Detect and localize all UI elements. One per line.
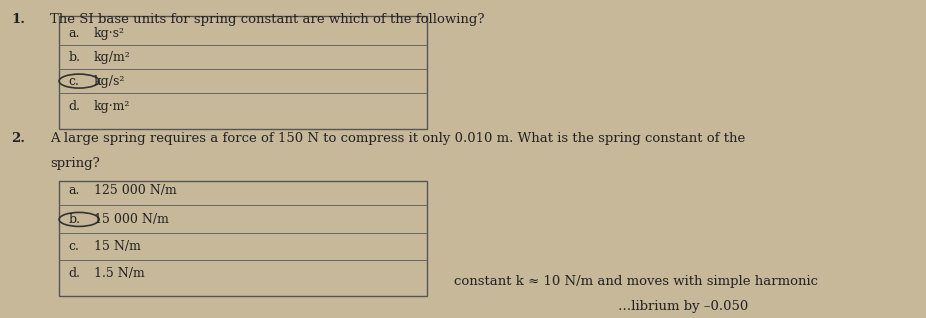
Text: c.: c. xyxy=(69,75,79,87)
Text: b.: b. xyxy=(69,51,81,64)
Text: kg·s²: kg·s² xyxy=(94,27,125,40)
Text: 1.5 N/m: 1.5 N/m xyxy=(94,267,144,280)
Text: spring?: spring? xyxy=(50,157,100,170)
Text: b.: b. xyxy=(69,213,81,226)
Text: kg·m²: kg·m² xyxy=(94,100,130,113)
Text: …librium by –0.050: …librium by –0.050 xyxy=(618,301,748,313)
Text: a.: a. xyxy=(69,184,80,197)
Text: A large spring requires a force of 150 N to compress it only 0.010 m. What is th: A large spring requires a force of 150 N… xyxy=(50,132,745,145)
Text: constant k ≈ 10 N/m and moves with simple harmonic: constant k ≈ 10 N/m and moves with simpl… xyxy=(455,275,819,288)
Text: The SI base units for spring constant are which of the following?: The SI base units for spring constant ar… xyxy=(50,13,484,26)
Text: d.: d. xyxy=(69,267,81,280)
Text: c.: c. xyxy=(69,240,79,253)
Text: 15 N/m: 15 N/m xyxy=(94,240,141,253)
Text: d.: d. xyxy=(69,100,81,113)
Text: a.: a. xyxy=(69,27,80,40)
Text: 1.: 1. xyxy=(11,13,25,26)
Text: 125 000 N/m: 125 000 N/m xyxy=(94,184,176,197)
Text: kg/s²: kg/s² xyxy=(94,75,125,87)
Text: kg/m²: kg/m² xyxy=(94,51,131,64)
Text: 15 000 N/m: 15 000 N/m xyxy=(94,213,169,226)
Text: 2.: 2. xyxy=(11,132,25,145)
